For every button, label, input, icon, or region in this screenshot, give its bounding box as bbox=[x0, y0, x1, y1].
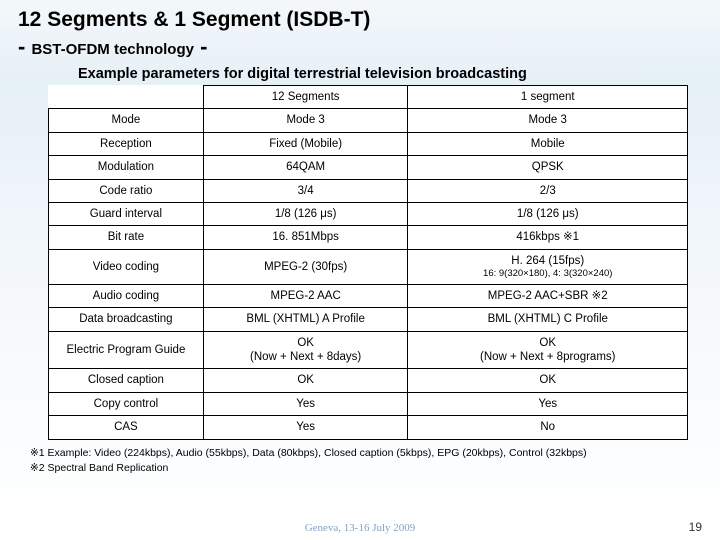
cell-12seg: Fixed (Mobile) bbox=[203, 132, 408, 155]
cell-12seg: BML (XHTML) A Profile bbox=[203, 308, 408, 331]
cell-12seg: MPEG-2 AAC bbox=[203, 284, 408, 307]
cell-12seg: 1/8 (126 μs) bbox=[203, 202, 408, 225]
row-label: CAS bbox=[49, 416, 204, 439]
cell-12seg: 16. 851Mbps bbox=[203, 226, 408, 249]
row-label: Guard interval bbox=[49, 202, 204, 225]
cell-1seg: Yes bbox=[408, 392, 688, 415]
row-label: Code ratio bbox=[49, 179, 204, 202]
cell-12seg: Yes bbox=[203, 392, 408, 415]
dash-left: - bbox=[18, 34, 31, 59]
footnote-2: ※2 Spectral Band Replication bbox=[30, 461, 702, 477]
footnote-1: ※1 Example: Video (224kbps), Audio (55kb… bbox=[30, 446, 702, 462]
row-label: Mode bbox=[49, 109, 204, 132]
header-col-2: 1 segment bbox=[408, 86, 688, 109]
cell-12seg: MPEG-2 (30fps) bbox=[203, 249, 408, 284]
cell-1seg: 1/8 (126 μs) bbox=[408, 202, 688, 225]
cell-1seg: OK bbox=[408, 369, 688, 392]
slide-title: 12 Segments & 1 Segment (ISDB-T) bbox=[18, 8, 702, 32]
footnotes: ※1 Example: Video (224kbps), Audio (55kb… bbox=[30, 446, 702, 478]
cell-12seg: OK bbox=[203, 369, 408, 392]
header-empty bbox=[49, 86, 204, 109]
cell-1seg: QPSK bbox=[408, 156, 688, 179]
footer-text: Geneva, 13-16 July 2009 bbox=[0, 522, 720, 534]
row-label: Electric Program Guide bbox=[49, 331, 204, 369]
header-col-1: 12 Segments bbox=[203, 86, 408, 109]
row-label: Video coding bbox=[49, 249, 204, 284]
row-label: Closed caption bbox=[49, 369, 204, 392]
row-label: Bit rate bbox=[49, 226, 204, 249]
cell-1seg: No bbox=[408, 416, 688, 439]
cell-1seg: BML (XHTML) C Profile bbox=[408, 308, 688, 331]
cell-1seg: 416kbps ※1 bbox=[408, 226, 688, 249]
cell-1seg: H. 264 (15fps)16: 9(320×180), 4: 3(320×2… bbox=[408, 249, 688, 284]
cell-12seg: Yes bbox=[203, 416, 408, 439]
slide-subtitle: - BST-OFDM technology - bbox=[18, 34, 702, 60]
cell-12seg: 64QAM bbox=[203, 156, 408, 179]
cell-1seg: MPEG-2 AAC+SBR ※2 bbox=[408, 284, 688, 307]
cell-12seg: Mode 3 bbox=[203, 109, 408, 132]
row-label: Audio coding bbox=[49, 284, 204, 307]
parameters-table: 12 Segments1 segmentModeMode 3Mode 3Rece… bbox=[48, 85, 688, 440]
page-number: 19 bbox=[689, 520, 702, 534]
subtitle-text: BST-OFDM technology bbox=[31, 41, 194, 58]
row-label: Data broadcasting bbox=[49, 308, 204, 331]
cell-1seg: Mobile bbox=[408, 132, 688, 155]
cell-12seg: OK(Now + Next + 8days) bbox=[203, 331, 408, 369]
cell-1seg: Mode 3 bbox=[408, 109, 688, 132]
row-label: Modulation bbox=[49, 156, 204, 179]
table-caption: Example parameters for digital terrestri… bbox=[78, 66, 702, 82]
cell-12seg: 3/4 bbox=[203, 179, 408, 202]
row-label: Reception bbox=[49, 132, 204, 155]
row-label: Copy control bbox=[49, 392, 204, 415]
dash-right: - bbox=[194, 34, 207, 59]
cell-1seg: OK(Now + Next + 8programs) bbox=[408, 331, 688, 369]
cell-1seg: 2/3 bbox=[408, 179, 688, 202]
